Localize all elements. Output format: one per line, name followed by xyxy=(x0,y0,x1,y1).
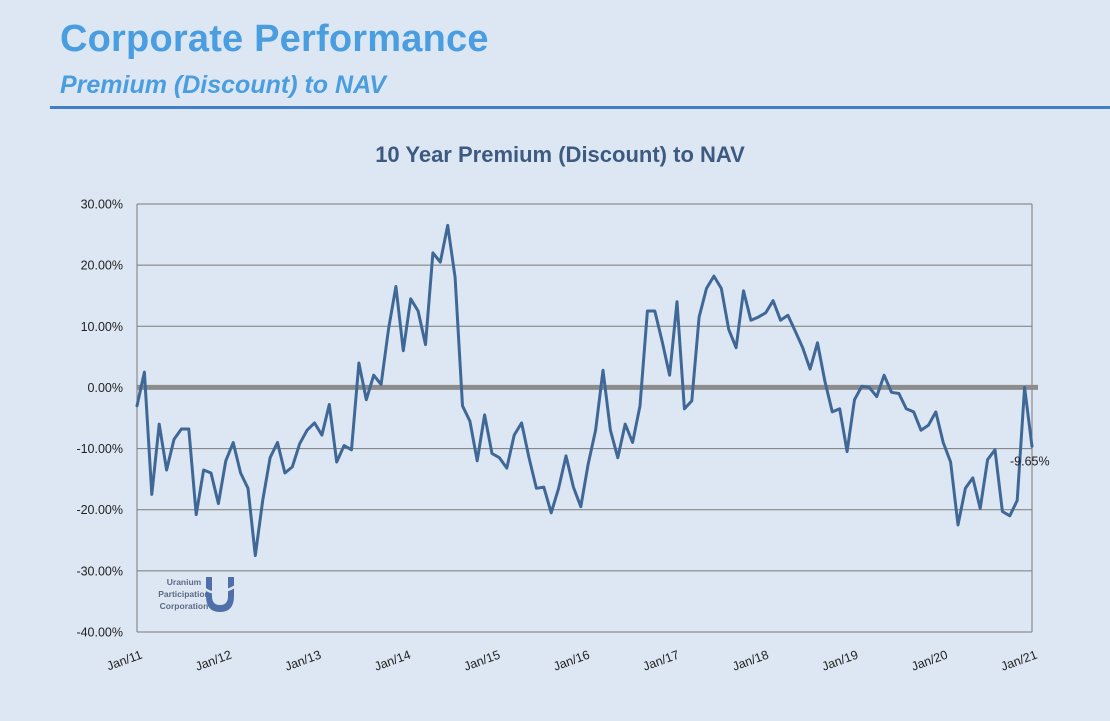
logo-text-line-3: Corporation xyxy=(160,601,209,611)
x-tick-label: Jan/14 xyxy=(372,648,412,674)
x-tick-label: Jan/16 xyxy=(551,648,591,674)
chart-title: 10 Year Premium (Discount) to NAV xyxy=(375,142,745,167)
y-tick-label: 20.00% xyxy=(81,259,123,273)
y-tick-label: 0.00% xyxy=(88,381,123,395)
company-logo: Uranium Participation Corporation xyxy=(158,577,237,612)
y-tick-label: 10.00% xyxy=(81,320,123,334)
header-divider xyxy=(50,106,1110,109)
x-tick-label: Jan/21 xyxy=(999,648,1039,674)
premium-discount-series-line xyxy=(135,223,1034,558)
y-tick-label: 30.00% xyxy=(81,198,123,212)
last-value-annotation: -9.65% xyxy=(1010,454,1050,468)
x-tick-label: Jan/15 xyxy=(462,648,502,674)
x-tick-label: Jan/11 xyxy=(105,648,144,674)
y-axis-tick-labels: 30.00% 20.00% 10.00% 0.00% -10.00% -20.00% -30… xyxy=(76,198,123,640)
y-tick-label: -20.00% xyxy=(76,503,123,517)
x-axis-tick-labels: Jan/11 Jan/12 Jan/13 Jan/14 Jan/15 Jan/16 Jan/… xyxy=(105,648,1039,674)
logo-u-mark-icon xyxy=(206,577,234,612)
x-tick-label: Jan/13 xyxy=(283,648,323,674)
y-tick-label: -10.00% xyxy=(76,442,123,456)
page-title: Corporate Performance xyxy=(60,18,489,60)
logo-text-line-1: Uranium xyxy=(167,577,202,587)
x-tick-label: Jan/12 xyxy=(193,648,233,674)
y-tick-label: -40.00% xyxy=(76,626,123,640)
grid xyxy=(136,203,1033,633)
x-tick-label: Jan/20 xyxy=(909,648,949,674)
logo-swoosh-icon xyxy=(203,584,237,594)
x-tick-label: Jan/19 xyxy=(820,648,860,674)
y-tick-label: -30.00% xyxy=(76,564,123,578)
page-subtitle: Premium (Discount) to NAV xyxy=(60,71,386,99)
logo-text-line-2: Participation xyxy=(158,589,209,599)
x-tick-label: Jan/18 xyxy=(730,648,770,674)
x-tick-label: Jan/17 xyxy=(641,648,681,674)
